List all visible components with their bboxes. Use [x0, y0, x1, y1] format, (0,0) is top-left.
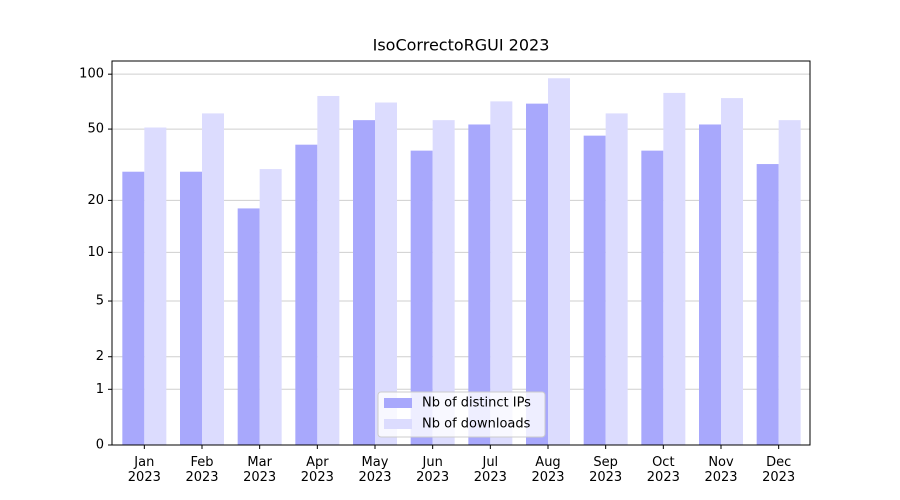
legend-swatch	[384, 398, 412, 408]
y-tick-label: 5	[96, 294, 104, 309]
bar	[144, 127, 167, 446]
bar	[490, 101, 513, 445]
x-tick-label: Aug 2023	[531, 455, 564, 485]
legend-label: Nb of distinct IPs	[422, 396, 531, 411]
y-tick-label: 1	[96, 382, 104, 397]
legend-box	[377, 391, 546, 438]
x-tick-label: Jun 2023	[416, 455, 449, 485]
bar	[375, 102, 397, 445]
bar	[317, 95, 340, 445]
bar	[468, 124, 491, 446]
x-tick-label: Mar 2023	[243, 455, 276, 485]
bar	[721, 98, 743, 445]
bar	[353, 120, 375, 445]
x-tick-label: Sep 2023	[589, 455, 622, 485]
bar	[237, 208, 260, 445]
legend-label: Nb of downloads	[422, 417, 531, 432]
y-tick-label: 100	[79, 67, 104, 82]
x-tick-label: Apr 2023	[301, 455, 334, 485]
bar	[756, 164, 779, 445]
bar	[122, 171, 145, 445]
y-tick-label: 0	[96, 438, 104, 453]
bar	[605, 113, 628, 446]
y-tick-label: 10	[87, 245, 104, 260]
bar	[641, 150, 664, 445]
bar	[259, 169, 282, 445]
bar	[202, 113, 224, 446]
x-tick-label: May 2023	[358, 455, 391, 485]
x-tick-label: Jan 2023	[128, 455, 161, 485]
bar	[778, 120, 801, 445]
y-tick-label: 20	[87, 193, 104, 208]
chart-title: IsoCorrectoRGUI 2023	[373, 36, 550, 55]
x-tick-label: Dec 2023	[762, 455, 795, 485]
x-tick-label: Jul 2023	[474, 455, 507, 485]
bar	[180, 171, 202, 445]
bar	[663, 92, 686, 445]
bar	[295, 144, 318, 446]
plot-frame	[111, 60, 811, 446]
bar	[410, 150, 433, 445]
x-tick-label: Oct 2023	[647, 455, 680, 485]
x-tick-label: Nov 2023	[704, 455, 737, 485]
bar	[699, 124, 721, 446]
bar	[583, 135, 606, 446]
x-tick-label: Feb 2023	[185, 455, 218, 485]
y-tick-label: 50	[87, 122, 104, 137]
bar	[526, 103, 548, 446]
legend-swatch	[384, 419, 412, 429]
bar	[432, 120, 455, 445]
y-tick-label: 2	[96, 349, 104, 364]
bar	[548, 78, 570, 445]
